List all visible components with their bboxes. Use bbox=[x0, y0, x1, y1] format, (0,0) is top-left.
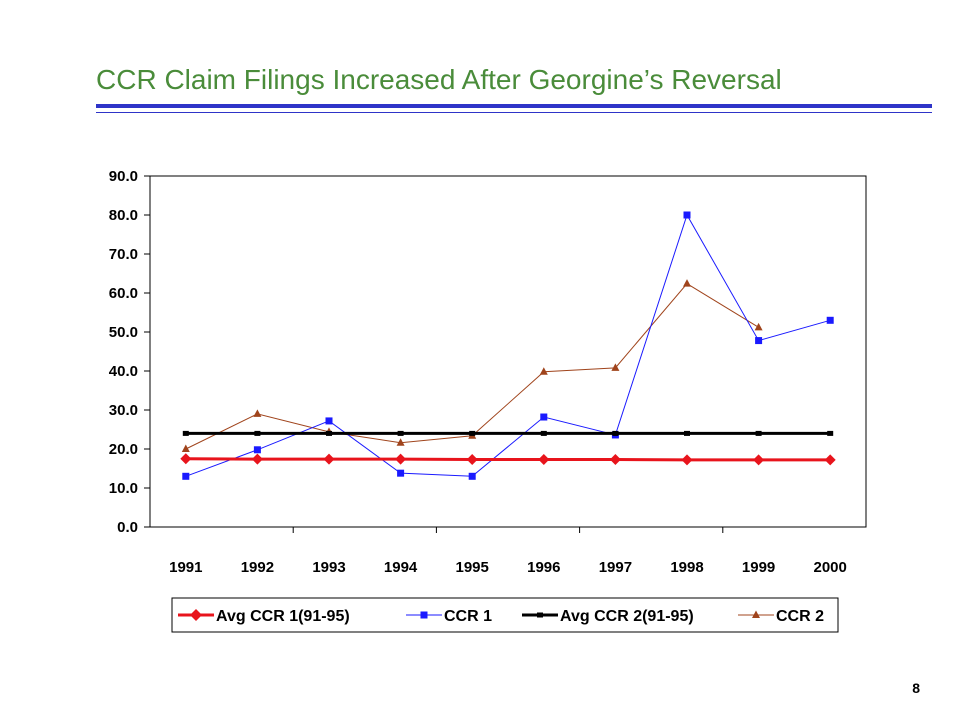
legend-label-avg-ccr-1-91-95: Avg CCR 1(91-95) bbox=[216, 608, 350, 625]
data-point-avg-ccr-1-91-95 bbox=[180, 453, 192, 465]
legend-marker-avg-ccr-2-91-95 bbox=[537, 612, 543, 618]
data-point-ccr-2 bbox=[683, 279, 691, 287]
data-point-avg-ccr-2-91-95 bbox=[827, 430, 834, 436]
data-point-ccr-1 bbox=[468, 472, 476, 480]
data-point-avg-ccr-1-91-95 bbox=[466, 454, 478, 466]
y-tick-label: 40.0 bbox=[109, 363, 138, 380]
data-point-ccr-1 bbox=[182, 472, 190, 480]
x-tick-label: 2000 bbox=[814, 559, 847, 576]
legend-label-ccr-1: CCR 1 bbox=[444, 608, 492, 625]
x-tick-label: 1991 bbox=[169, 559, 202, 576]
data-point-avg-ccr-1-91-95 bbox=[323, 453, 335, 465]
y-tick-label: 60.0 bbox=[109, 285, 138, 302]
data-point-avg-ccr-2-91-95 bbox=[469, 430, 476, 436]
legend-label-avg-ccr-2-91-95: Avg CCR 2(91-95) bbox=[560, 608, 694, 625]
legend-marker-ccr-2 bbox=[752, 610, 760, 618]
data-point-avg-ccr-2-91-95 bbox=[254, 430, 261, 436]
x-tick-label: 1996 bbox=[527, 559, 560, 576]
data-point-avg-ccr-1-91-95 bbox=[753, 454, 765, 466]
data-point-avg-ccr-2-91-95 bbox=[182, 430, 189, 436]
data-point-ccr-2 bbox=[539, 367, 548, 375]
slide-title: CCR Claim Filings Increased After Georgi… bbox=[96, 64, 782, 95]
legend-marker-avg-ccr-1-91-95 bbox=[190, 609, 202, 621]
x-tick-label: 1999 bbox=[742, 559, 775, 576]
data-point-ccr-1 bbox=[397, 469, 405, 477]
y-tick-label: 50.0 bbox=[109, 324, 138, 341]
data-point-avg-ccr-2-91-95 bbox=[684, 430, 690, 436]
data-point-avg-ccr-1-91-95 bbox=[251, 453, 263, 465]
title-underline-thick bbox=[96, 104, 932, 108]
data-point-ccr-2 bbox=[754, 322, 763, 331]
data-point-avg-ccr-2-91-95 bbox=[326, 430, 332, 436]
data-point-ccr-1 bbox=[826, 316, 834, 324]
data-point-avg-ccr-2-91-95 bbox=[540, 430, 547, 436]
x-tick-label: 1995 bbox=[456, 559, 489, 576]
series-line-ccr-1 bbox=[185, 213, 831, 477]
data-point-avg-ccr-2-91-95 bbox=[612, 430, 619, 436]
legend-marker-ccr-1 bbox=[420, 611, 428, 619]
data-point-ccr-1 bbox=[755, 337, 763, 345]
y-tick-label: 90.0 bbox=[109, 168, 138, 185]
data-point-ccr-2 bbox=[611, 363, 620, 371]
data-point-ccr-1 bbox=[325, 417, 333, 425]
data-point-ccr-2 bbox=[253, 409, 262, 417]
data-point-avg-ccr-1-91-95 bbox=[609, 454, 621, 466]
data-point-avg-ccr-1-91-95 bbox=[824, 454, 836, 466]
y-tick-label: 10.0 bbox=[109, 480, 138, 497]
data-point-avg-ccr-1-91-95 bbox=[681, 454, 693, 466]
data-point-avg-ccr-2-91-95 bbox=[755, 430, 762, 436]
x-tick-label: 1992 bbox=[241, 559, 274, 576]
legend-label-ccr-2: CCR 2 bbox=[776, 608, 824, 625]
y-tick-label: 80.0 bbox=[109, 207, 138, 224]
page-number: 8 bbox=[912, 680, 920, 696]
data-point-ccr-1 bbox=[683, 211, 691, 219]
series-line-ccr-2 bbox=[185, 282, 759, 450]
x-tick-label: 1997 bbox=[599, 559, 632, 576]
x-tick-label: 1998 bbox=[670, 559, 703, 576]
data-point-avg-ccr-1-91-95 bbox=[395, 453, 407, 465]
data-point-ccr-1 bbox=[253, 446, 261, 454]
data-point-avg-ccr-2-91-95 bbox=[397, 430, 404, 436]
title-underline-thin bbox=[96, 112, 932, 113]
data-point-ccr-2 bbox=[396, 438, 405, 446]
data-point-ccr-1 bbox=[540, 413, 548, 421]
y-tick-label: 70.0 bbox=[109, 246, 138, 263]
data-point-avg-ccr-1-91-95 bbox=[538, 454, 550, 466]
x-tick-label: 1993 bbox=[312, 559, 345, 576]
data-point-ccr-2 bbox=[181, 444, 190, 452]
legend bbox=[171, 597, 839, 633]
x-tick-label: 1994 bbox=[384, 559, 418, 576]
plot-area bbox=[149, 175, 867, 528]
y-tick-label: 30.0 bbox=[109, 402, 138, 419]
y-tick-label: 0.0 bbox=[117, 519, 138, 536]
series-line-avg-ccr-1-91-95 bbox=[185, 457, 831, 462]
y-tick-label: 20.0 bbox=[109, 441, 138, 458]
